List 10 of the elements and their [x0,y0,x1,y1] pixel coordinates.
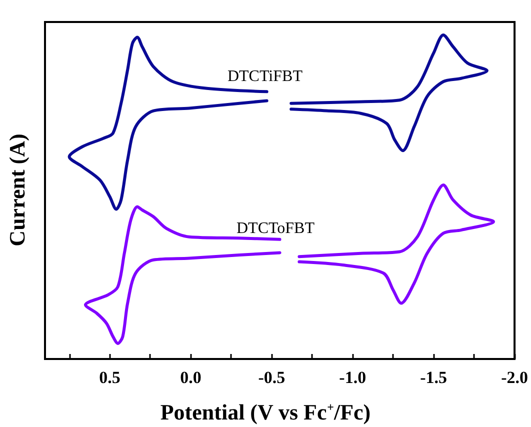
x-tick-label: 0.0 [180,368,202,387]
x-tick-label: -1.5 [420,368,448,387]
series-label: DTCToFBT [236,220,315,238]
x-tick-label: -0.5 [258,368,286,387]
x-tick-label: -2.0 [501,368,528,387]
y-axis-title: Current (A) [4,134,30,246]
x-tick-label: 0.5 [99,368,120,387]
series-label: DTCTiFBT [227,68,303,86]
x-tick-label: -1.0 [339,368,366,387]
x-axis-title: Potential (V vs Fc+/Fc) [160,400,371,424]
